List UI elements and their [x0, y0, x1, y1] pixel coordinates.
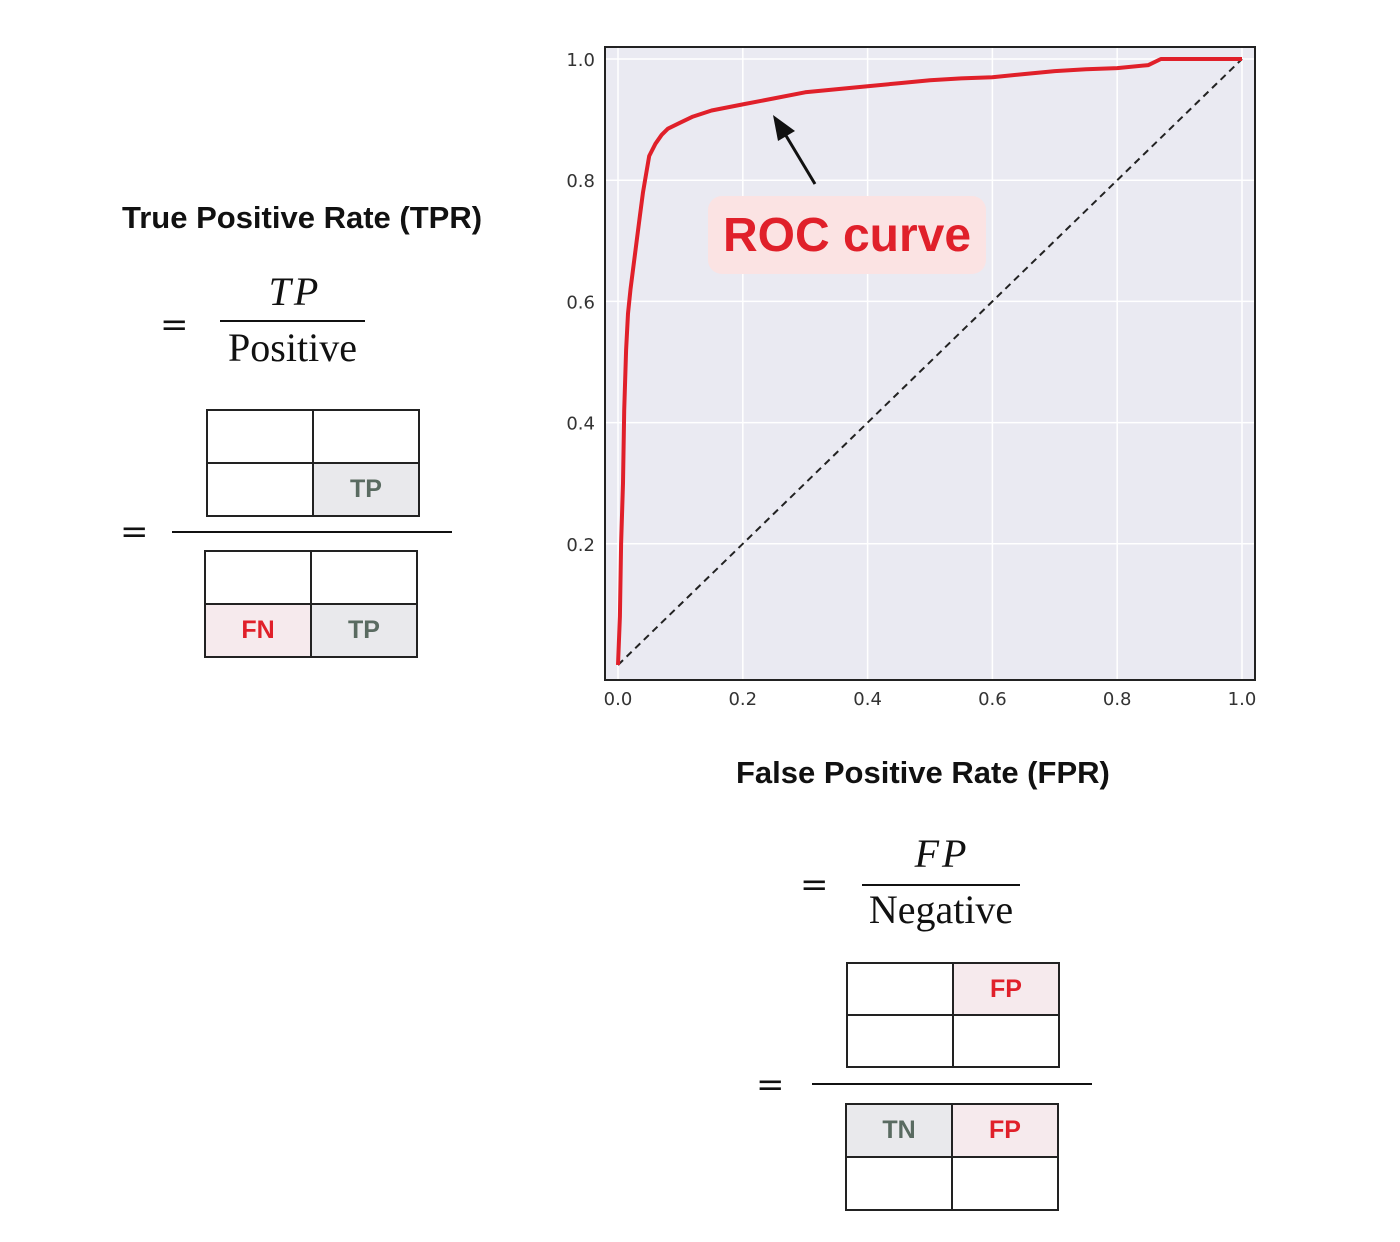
matrix-cell-tn: TN: [846, 1104, 952, 1157]
y-tick-label: 0.4: [566, 414, 595, 435]
matrix-cell-tp: TP: [311, 604, 417, 657]
x-tick-label: 0.2: [728, 689, 757, 710]
tpr-equals-sign-2: =: [120, 512, 149, 552]
y-tick-label: 0.2: [566, 535, 595, 556]
tpr-fraction-line: [220, 320, 365, 322]
y-tick-label: 0.8: [566, 171, 595, 192]
tpr-heading: True Positive Rate (TPR): [122, 200, 483, 235]
fpr-denominator: Negative: [868, 887, 1014, 932]
tpr-top-matrix: TP: [206, 409, 420, 517]
roc-curve-annotation: ROC curve: [708, 196, 986, 274]
fpr-equals-sign-2: =: [756, 1065, 785, 1105]
x-tick-label: 0.6: [978, 689, 1007, 710]
fpr-fraction-line: [862, 884, 1020, 886]
matrix-cell: [953, 1015, 1059, 1067]
x-tick-label: 0.8: [1103, 689, 1132, 710]
tpr-matrix-fraction-line: [172, 531, 452, 533]
matrix-cell-tp: TP: [313, 463, 419, 516]
y-tick-label: 0.6: [566, 292, 595, 313]
annotation-arrow: [773, 115, 817, 185]
matrix-cell: [952, 1157, 1058, 1210]
tick-labels: 0.0 0.2 0.4 0.6 0.8 1.0 0.2 0.4 0.6 0.8 1.0: [566, 50, 1256, 710]
matrix-cell-fp: FP: [953, 963, 1059, 1015]
y-tick-label: 1.0: [566, 50, 595, 71]
arrow-head-icon: [773, 115, 795, 141]
matrix-cell: [847, 1015, 953, 1067]
tpr-numerator: TP: [268, 269, 322, 314]
plot-frame: [604, 46, 1256, 681]
matrix-cell-fp: FP: [952, 1104, 1058, 1157]
x-tick-label: 0.4: [853, 689, 882, 710]
tpr-bottom-matrix: FN TP: [204, 550, 418, 658]
tpr-denominator: Positive: [228, 325, 357, 370]
fpr-formula: = FP Negative: [800, 832, 1040, 942]
fpr-numerator: FP: [914, 831, 970, 876]
grid-lines: [605, 47, 1255, 680]
roc-chart: 0.0 0.2 0.4 0.6 0.8 1.0 0.2 0.4 0.6 0.8 1.0: [566, 46, 1256, 710]
matrix-cell: [207, 463, 313, 516]
matrix-cell: [311, 551, 417, 604]
tpr-equals-sign: =: [160, 305, 189, 345]
roc-curve-line: [616, 57, 1242, 666]
fpr-heading: False Positive Rate (FPR): [736, 755, 1110, 790]
matrix-cell: [205, 551, 311, 604]
tpr-formula: = TP Positive: [160, 268, 380, 378]
matrix-cell: [313, 410, 419, 463]
matrix-cell-fn: FN: [205, 604, 311, 657]
chance-diagonal-line: [617, 58, 1243, 666]
fpr-bottom-matrix: TN FP: [845, 1103, 1059, 1211]
x-tick-label: 1.0: [1228, 689, 1257, 710]
fpr-matrix-fraction-line: [812, 1083, 1092, 1085]
fpr-top-matrix: FP: [846, 962, 1060, 1068]
matrix-cell: [847, 963, 953, 1015]
x-tick-label: 0.0: [604, 689, 633, 710]
plot-area: [605, 47, 1255, 680]
fpr-equals-sign: =: [800, 865, 829, 905]
matrix-cell: [207, 410, 313, 463]
matrix-cell: [846, 1157, 952, 1210]
